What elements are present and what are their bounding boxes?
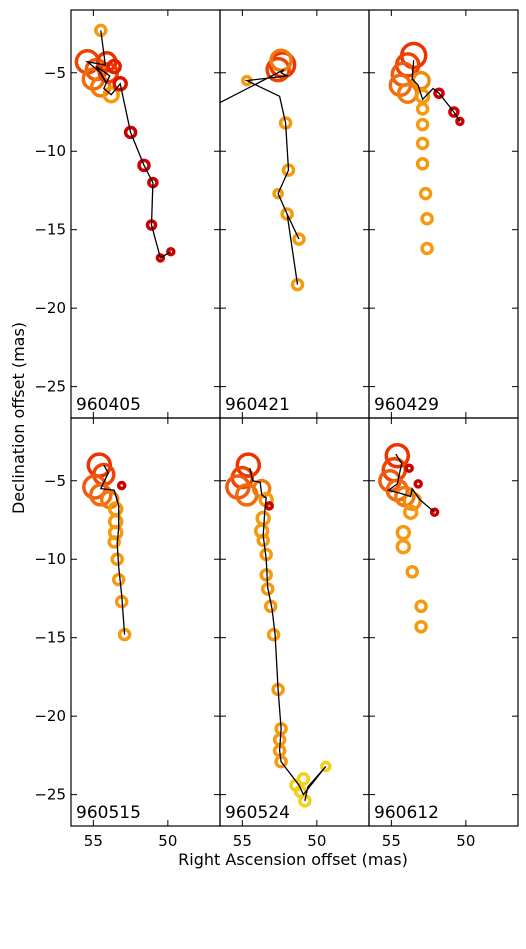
y-tick-label: −5 xyxy=(44,472,66,490)
data-point xyxy=(320,760,332,773)
track-line xyxy=(99,464,126,635)
y-tick-label: −15 xyxy=(34,629,66,647)
track-line xyxy=(411,60,461,122)
data-point xyxy=(235,452,262,478)
data-point xyxy=(414,619,428,634)
data-point xyxy=(111,572,126,587)
y-tick-label: −25 xyxy=(34,378,66,396)
y-tick-label: −10 xyxy=(34,550,66,568)
frame-layer: −5 −10 −15 −20 −25 960405 960421 960429 −5 −10 −15… xyxy=(34,9,519,850)
data-point xyxy=(106,58,122,75)
panel-date-label: 960429 xyxy=(374,395,439,415)
data-point xyxy=(298,794,312,808)
x-tick-label: 50 xyxy=(307,832,326,850)
track-line xyxy=(249,468,327,802)
data-point xyxy=(266,627,281,642)
data-point xyxy=(413,479,423,489)
data-point xyxy=(415,136,430,151)
y-tick-label: −5 xyxy=(44,64,66,82)
data-point xyxy=(395,524,412,541)
data-point xyxy=(290,277,305,292)
data-point xyxy=(265,56,291,83)
panel-date-label: 960515 xyxy=(76,803,141,823)
data-point xyxy=(102,85,120,104)
panel-date-label: 960421 xyxy=(225,395,290,415)
data-point xyxy=(420,241,434,256)
panel-960524 xyxy=(225,452,332,808)
data-point xyxy=(107,535,121,549)
track-line xyxy=(85,30,172,259)
data-point xyxy=(272,187,284,200)
x-tick-label: 55 xyxy=(84,832,103,850)
plot-area xyxy=(220,48,306,292)
y-tick-label: −10 xyxy=(34,142,66,160)
data-point xyxy=(112,76,128,92)
panel-frame xyxy=(368,417,519,827)
data-point xyxy=(89,483,113,507)
plot-area xyxy=(74,23,176,263)
data-point xyxy=(420,211,434,226)
y-tick-label: −25 xyxy=(34,786,66,804)
plot-area xyxy=(82,452,132,642)
data-point xyxy=(274,754,288,769)
data-point xyxy=(455,116,465,127)
panel-date-label: 960524 xyxy=(225,803,290,823)
x-tick-label: 55 xyxy=(382,832,401,850)
y-tick-label: −15 xyxy=(34,221,66,239)
panel-frame xyxy=(219,417,370,827)
panel-960421 xyxy=(220,48,306,292)
data-point xyxy=(411,70,431,91)
panel-960612 xyxy=(378,442,440,634)
data-point xyxy=(418,186,433,201)
plot-area xyxy=(225,452,332,808)
data-point xyxy=(137,158,151,173)
data-point xyxy=(116,480,127,491)
y-tick-label: −20 xyxy=(34,299,66,317)
data-point xyxy=(395,538,412,555)
data-point xyxy=(414,88,431,105)
panel-960429 xyxy=(388,41,465,256)
x-axis-label: Right Ascension offset (mas) xyxy=(178,850,408,869)
data-point xyxy=(264,501,274,511)
x-tick-label: 50 xyxy=(456,832,475,850)
data-point xyxy=(384,442,411,469)
data-point xyxy=(429,507,440,517)
data-point xyxy=(415,102,430,116)
panel-960515 xyxy=(82,452,132,642)
data-point xyxy=(433,87,445,99)
data-point xyxy=(280,207,294,221)
data-point xyxy=(415,117,430,132)
data-point xyxy=(414,599,428,614)
data-point xyxy=(123,125,138,140)
track-line xyxy=(220,69,300,285)
x-tick-label: 55 xyxy=(233,832,252,850)
data-point xyxy=(402,504,419,520)
data-point xyxy=(110,552,124,566)
data-point xyxy=(404,463,414,473)
data-point xyxy=(296,772,311,786)
panel-960405 xyxy=(74,23,176,263)
data-point xyxy=(415,157,430,171)
data-point xyxy=(292,232,306,246)
data-point xyxy=(269,48,293,72)
data-point xyxy=(448,106,460,118)
data-point xyxy=(402,491,422,511)
data-point xyxy=(166,246,176,257)
data-point xyxy=(255,510,271,527)
panels-layer xyxy=(74,23,465,808)
plot-area xyxy=(378,442,440,634)
y-tick-label: −20 xyxy=(34,707,66,725)
plot-area xyxy=(388,41,465,256)
y-axis-label: Declination offset (mas) xyxy=(9,322,28,514)
panel-date-label: 960612 xyxy=(374,803,439,823)
data-point xyxy=(405,565,419,579)
data-point xyxy=(155,253,166,263)
x-tick-label: 50 xyxy=(158,832,177,850)
track-line xyxy=(386,453,436,513)
panel-date-label: 960405 xyxy=(76,395,141,415)
